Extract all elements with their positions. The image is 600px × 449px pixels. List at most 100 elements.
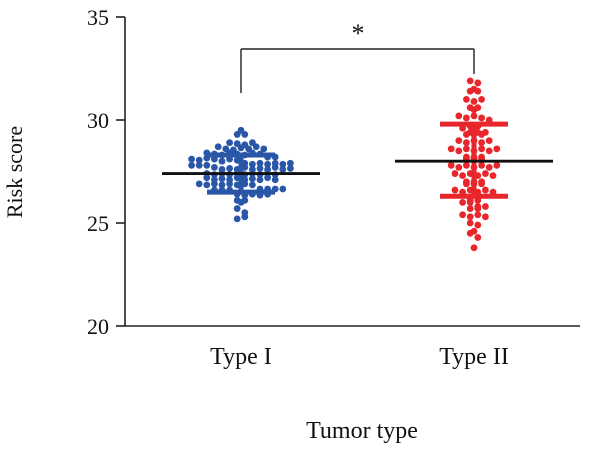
data-point — [463, 161, 470, 169]
data-point — [474, 221, 482, 229]
data-point — [478, 114, 485, 122]
data-point — [474, 234, 482, 241]
data-point — [485, 137, 493, 145]
data-point — [463, 96, 470, 103]
data-point — [237, 199, 245, 206]
data-point — [249, 181, 256, 189]
data-point — [470, 106, 478, 114]
x-ticks: Type I Type II — [210, 344, 509, 370]
data-point — [482, 213, 489, 221]
significance-bracket: * — [240, 19, 475, 93]
data-point — [237, 144, 245, 152]
data-point — [478, 96, 485, 103]
data-point — [470, 244, 478, 252]
data-point — [203, 161, 211, 169]
data-point — [485, 147, 493, 155]
data-point — [466, 87, 474, 95]
data-point — [271, 163, 279, 171]
data-point — [233, 215, 241, 223]
data-point — [478, 131, 485, 138]
data-point — [455, 137, 463, 145]
data-point — [466, 77, 474, 85]
data-point — [249, 175, 256, 183]
data-point — [279, 185, 287, 193]
data-point — [214, 143, 222, 151]
data-point — [264, 174, 271, 182]
data-point — [218, 157, 226, 165]
data-point — [478, 161, 485, 169]
data-point — [447, 161, 455, 169]
data-point — [256, 176, 264, 184]
data-point — [470, 98, 478, 105]
y-ticks: 20 25 30 35 — [87, 5, 125, 339]
data-point — [256, 159, 264, 167]
data-point — [455, 147, 463, 155]
data-point — [447, 145, 455, 153]
data-point — [226, 165, 234, 172]
data-point — [195, 180, 203, 188]
data-point — [482, 170, 489, 177]
data-point — [188, 155, 196, 163]
data-point — [218, 181, 226, 189]
data-point — [482, 186, 489, 194]
data-point — [241, 131, 249, 138]
data-point — [264, 160, 271, 168]
data-point — [203, 181, 211, 189]
data-point — [271, 176, 279, 184]
data-point — [466, 219, 474, 227]
data-point — [493, 145, 501, 153]
x-category-label: Type I — [210, 344, 272, 370]
data-point — [459, 172, 466, 180]
data-point — [287, 159, 294, 167]
data-point — [474, 211, 482, 219]
data-point — [478, 180, 485, 188]
data-point — [489, 172, 497, 180]
data-point — [463, 139, 470, 147]
data-point — [493, 161, 501, 169]
data-point — [195, 161, 203, 169]
data-point — [218, 175, 226, 183]
y-tick-label: 20 — [87, 314, 109, 339]
data-point — [279, 160, 287, 168]
x-axis-label: Tumor type — [306, 418, 418, 444]
data-point — [252, 143, 260, 151]
data-point — [474, 87, 482, 95]
data-point — [211, 180, 218, 188]
data-point — [287, 165, 294, 172]
data-point — [474, 79, 482, 87]
data-point — [463, 145, 470, 153]
data-point — [482, 203, 489, 210]
data-point — [233, 131, 241, 138]
data-point — [485, 163, 493, 171]
data-point — [241, 213, 249, 221]
y-tick-label: 30 — [87, 108, 109, 133]
data-point — [226, 180, 234, 188]
significance-label: * — [352, 19, 365, 48]
axes — [124, 17, 580, 327]
x-category-label: Type II — [439, 344, 509, 370]
data-point — [226, 139, 234, 147]
data-point — [279, 166, 287, 173]
data-point — [249, 160, 256, 168]
data-point — [466, 199, 474, 206]
data-point — [466, 213, 474, 221]
data-point — [188, 161, 196, 169]
data-point — [203, 174, 211, 182]
data-point — [478, 145, 485, 153]
data-point — [451, 170, 459, 177]
data-point — [260, 145, 268, 153]
data-point — [455, 112, 463, 120]
data-point — [459, 199, 466, 206]
data-point — [470, 112, 478, 120]
data-point — [455, 163, 463, 171]
data-point — [474, 205, 482, 212]
data-point — [451, 186, 459, 194]
y-tick-label: 35 — [87, 5, 109, 30]
data-point — [466, 205, 474, 212]
y-axis-label: Risk score — [2, 126, 27, 218]
data-point — [256, 165, 264, 172]
data-point — [463, 114, 470, 122]
data-point — [211, 163, 218, 171]
data-point — [463, 180, 470, 188]
